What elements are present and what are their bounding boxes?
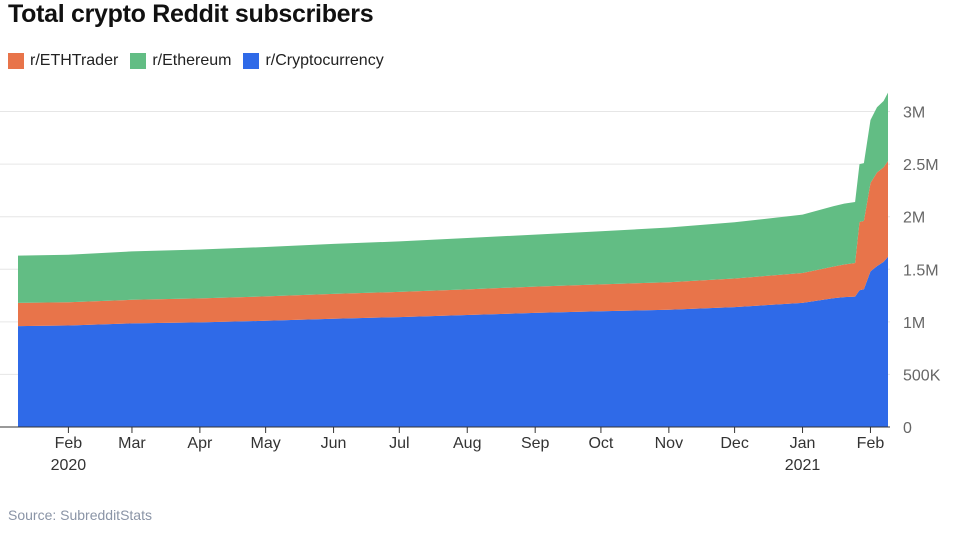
y-tick-label: 3M: [903, 105, 925, 122]
year-label: 2020: [51, 457, 87, 474]
x-tick-label: Sep: [521, 435, 550, 452]
y-tick-label: 2M: [903, 210, 925, 227]
area-ethtrader: [18, 161, 888, 327]
source-note: Source: SubredditStats: [8, 507, 152, 523]
x-tick-label: Aug: [453, 435, 481, 452]
legend-swatch-ethtrader: [8, 53, 24, 69]
x-tick-label: Jul: [389, 435, 409, 452]
x-tick-label: Feb: [857, 435, 885, 452]
legend-swatch-ethereum: [130, 53, 147, 69]
legend-swatch-cryptocurrency: [243, 53, 260, 69]
area-cryptocurrency: [18, 256, 888, 427]
y-tick-label: 2.5M: [903, 157, 939, 174]
legend-item-cryptocurrency: r/Cryptocurrency: [243, 52, 384, 70]
x-tick-label: Jun: [321, 435, 347, 452]
legend-label-ethtrader: r/ETHTrader: [30, 52, 119, 69]
legend-label-cryptocurrency: r/Cryptocurrency: [265, 52, 384, 69]
y-tick-label: 0: [903, 420, 912, 437]
year-label: 2021: [785, 457, 821, 474]
y-tick-label: 500K: [903, 367, 941, 384]
legend-item-ethereum: r/Ethereum: [130, 52, 231, 70]
x-tick-label: Apr: [187, 435, 213, 452]
legend-item-ethtrader: r/ETHTrader: [8, 52, 118, 70]
legend: r/ETHTrader r/Ethereum r/Cryptocurrency: [8, 52, 396, 70]
legend-label-ethereum: r/Ethereum: [152, 52, 232, 69]
x-tick-label: Jan: [790, 435, 816, 452]
chart-title: Total crypto Reddit subscribers: [8, 0, 374, 28]
x-tick-label: Feb: [55, 435, 83, 452]
y-tick-label: 1M: [903, 315, 925, 332]
x-tick-label: Dec: [720, 435, 748, 452]
x-tick-label: May: [251, 435, 281, 452]
axis-layer: 0 500K 1M 1.5M 2M 2.5M 3M Feb Mar Apr May Jun Jul Aug…: [0, 105, 941, 474]
area-ethereum: [18, 92, 888, 303]
x-tick-label: Oct: [588, 435, 613, 452]
area-layer: [18, 92, 888, 427]
x-tick-label: Nov: [655, 435, 683, 452]
y-tick-label: 1.5M: [903, 262, 939, 279]
x-tick-label: Mar: [118, 435, 146, 452]
